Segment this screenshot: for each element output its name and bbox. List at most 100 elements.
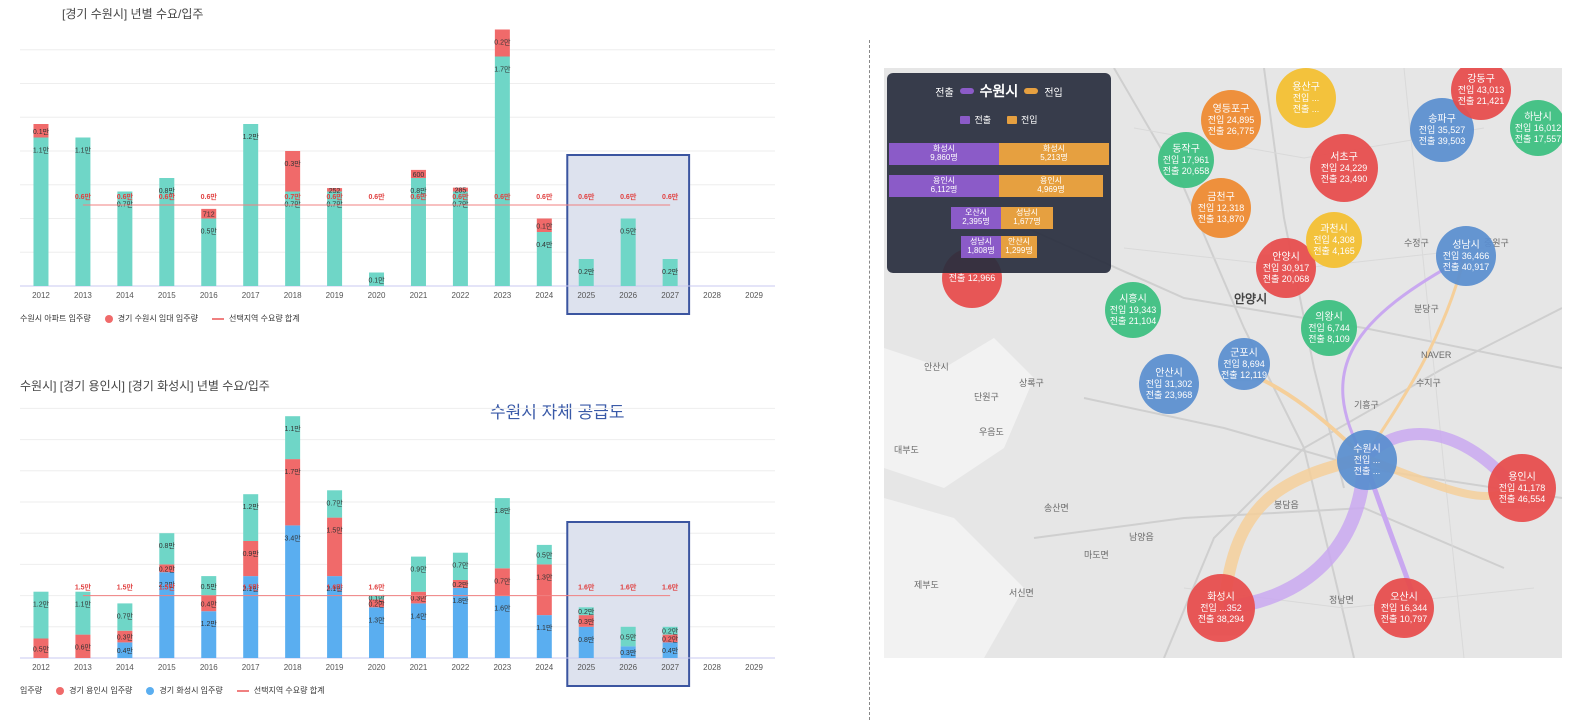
bar-supply-2016 — [201, 576, 217, 596]
bar-label-yongin: 0.3만 — [117, 633, 134, 642]
x-tick-label: 2018 — [284, 663, 302, 672]
bar-label-rent: 712 — [203, 212, 215, 219]
bar-label-yongin: 0.4만 — [201, 599, 218, 608]
bar-rent-2024 — [536, 218, 552, 232]
demand-label: 0.6만 — [620, 192, 637, 201]
region-bubble[interactable]: 강동구 전입 43,013 전출 21,421 — [1451, 68, 1511, 120]
flow-in-bar: 용인시 4,969명 — [999, 175, 1103, 197]
bar-hwaseong-2024 — [536, 615, 552, 658]
bar-apt-2012 — [33, 137, 49, 286]
migration-map[interactable]: 안양시분당구수지구기흥구수정구중원구소사구안산시단원구상록구우음도송산면서신면남… — [884, 68, 1562, 658]
region-bubble[interactable]: 의왕시 전입 6,744 전출 8,109 — [1301, 300, 1357, 356]
bar-label-rent: 600 — [413, 172, 425, 179]
x-tick-label: 2014 — [116, 291, 134, 300]
region-bubble[interactable]: 하남시 전입 16,012 전출 17,557 — [1510, 100, 1562, 156]
x-tick-label: 2015 — [158, 291, 176, 300]
bar-yongin-2019 — [327, 517, 343, 577]
bar-label-hwaseong: 0.4만 — [117, 646, 134, 655]
bar-yongin-2023 — [494, 568, 510, 596]
center-region: 수원시 — [979, 83, 1019, 99]
yongin-dot-icon — [56, 686, 65, 695]
bar-label-hwaseong: 1.4만 — [410, 611, 427, 620]
bar-apt-2027 — [662, 259, 678, 286]
bar-yongin-2013 — [75, 634, 91, 658]
bar-yongin-2016 — [201, 595, 217, 612]
x-tick-label: 2027 — [661, 291, 679, 300]
demand-label: 1.6만 — [578, 583, 595, 592]
demand-label: 0.6만 — [75, 192, 92, 201]
bar-rent-2022 — [452, 187, 468, 192]
migration-flow-panel: 전출 수원시 전입 전출 전입 화성시 9,860명 화성시 5,213명 용인시 6,1… — [887, 73, 1111, 273]
x-tick-label: 2014 — [116, 663, 134, 672]
legend-item-demand2: 선택지역 수요량 합계 — [236, 685, 324, 696]
region-bubble[interactable]: 서초구 전입 24,229 전출 23,490 — [1310, 134, 1378, 202]
demand-label: 1.6만 — [326, 583, 343, 592]
region-bubble[interactable]: 화성시 전입 ...352 전출 38,294 — [1187, 574, 1255, 642]
region-bubble[interactable]: 동작구 전입 17,961 전출 20,658 — [1158, 132, 1214, 188]
bar-label-apt: 0.8만 — [159, 186, 176, 195]
region-bubble[interactable]: 금천구 전입 12,318 전출 13,870 — [1191, 178, 1251, 238]
bar-label-rent: 285 — [455, 188, 467, 195]
demand-label: 1.5만 — [117, 583, 134, 592]
bar-label-supply: 0.7만 — [452, 561, 469, 570]
x-tick-label: 2019 — [326, 663, 344, 672]
flow-panel-legend: 전출 전입 — [887, 113, 1111, 126]
region-bubble[interactable]: 군포시 전입 8,694 전출 12,119 — [1218, 338, 1270, 390]
map-place-label: 단원구 — [974, 392, 999, 402]
bar-supply-2021 — [410, 556, 426, 592]
x-tick-label: 2020 — [368, 663, 386, 672]
legend-in: 전입 — [1007, 113, 1038, 126]
flow-row: 화성시 9,860명 화성시 5,213명 — [889, 143, 1109, 165]
map-place-label: 중원구 — [1484, 238, 1509, 248]
bar-yongin-2014 — [117, 630, 133, 643]
bar-label-supply: 0.5만 — [201, 582, 218, 591]
chart2-legend: 입주량 경기 용인시 입주량 경기 화성시 입주량 선택지역 수요량 합계 — [20, 685, 324, 696]
bar-label-supply: 0.2만 — [578, 607, 595, 616]
bar-label-supply: 0.5만 — [620, 633, 637, 642]
bar-label-supply: 1.1만 — [285, 424, 302, 433]
region-bubble[interactable]: 용인시 전입 41,178 전출 46,554 — [1488, 454, 1556, 522]
bar-hwaseong-2023 — [494, 595, 510, 658]
x-tick-label: 2028 — [703, 663, 721, 672]
bar-label-hwaseong: 0.3만 — [620, 648, 637, 657]
bar-label-apt: 0.1만 — [368, 275, 385, 284]
region-bubble[interactable]: 수원시 전입 ... 전출 ... — [1337, 430, 1397, 490]
region-bubble[interactable]: 안양시 전입 30,917 전출 20,068 — [1256, 238, 1316, 298]
flow-out-bar: 화성시 9,860명 — [889, 143, 999, 165]
bar-label-yongin: 0.9만 — [243, 549, 260, 558]
x-tick-label: 2016 — [200, 291, 218, 300]
bar-label-apt: 0.5만 — [201, 227, 218, 236]
bar-label-yongin: 0.2만 — [368, 599, 385, 608]
region-bubble[interactable]: 영등포구 전입 24,895 전출 26,775 — [1201, 90, 1261, 150]
in-label: 전입 — [1044, 87, 1063, 99]
bar-supply-2025 — [578, 607, 594, 616]
bar-hwaseong-2027 — [662, 642, 678, 658]
bar-label-yongin: 0.7만 — [494, 576, 511, 585]
bar-label-supply: 0.7만 — [117, 611, 134, 620]
legend-item-yongin: 경기 용인시 입주량 — [56, 685, 132, 696]
bar-label-hwaseong: 3.4만 — [285, 533, 302, 542]
bar-label-apt: 1.1만 — [75, 146, 92, 155]
map-place-label: 서신면 — [1009, 588, 1034, 598]
x-tick-label: 2018 — [284, 291, 302, 300]
region-bubble[interactable]: 오산시 전입 16,344 전출 10,797 — [1374, 578, 1434, 638]
demand-label: 0.6만 — [536, 192, 553, 201]
x-tick-label: 2029 — [745, 291, 763, 300]
bar-yongin-2021 — [410, 591, 426, 604]
bar-label-hwaseong: 1.6만 — [494, 604, 511, 613]
demand-label: 1.5만 — [159, 583, 176, 592]
bar-apt-2023 — [494, 56, 510, 286]
region-bubble[interactable]: 성남시 전입 36,466 전출 40,917 — [1436, 226, 1496, 286]
flow-out-bar: 오산시 2,395명 — [951, 207, 1001, 229]
chart1-title: [경기 수원시] 년별 수요/입주 — [62, 7, 204, 21]
demand-label: 0.6만 — [201, 192, 218, 201]
region-bubble[interactable]: 안산시 전입 31,302 전출 23,968 — [1139, 354, 1199, 414]
bar-hwaseong-2026 — [620, 646, 636, 658]
demand-label: 0.6만 — [326, 192, 343, 201]
region-bubble[interactable]: 용산구 전입 ... 전출 ... — [1276, 68, 1336, 128]
x-tick-label: 2025 — [577, 291, 595, 300]
region-bubble[interactable]: 시흥시 전입 19,343 전출 21,104 — [1105, 282, 1161, 338]
bar-label-rent: 0.2만 — [494, 38, 511, 47]
region-bubble[interactable]: 과천시 전입 4,308 전출 4,165 — [1306, 212, 1362, 268]
demand-label: 0.6만 — [494, 192, 511, 201]
